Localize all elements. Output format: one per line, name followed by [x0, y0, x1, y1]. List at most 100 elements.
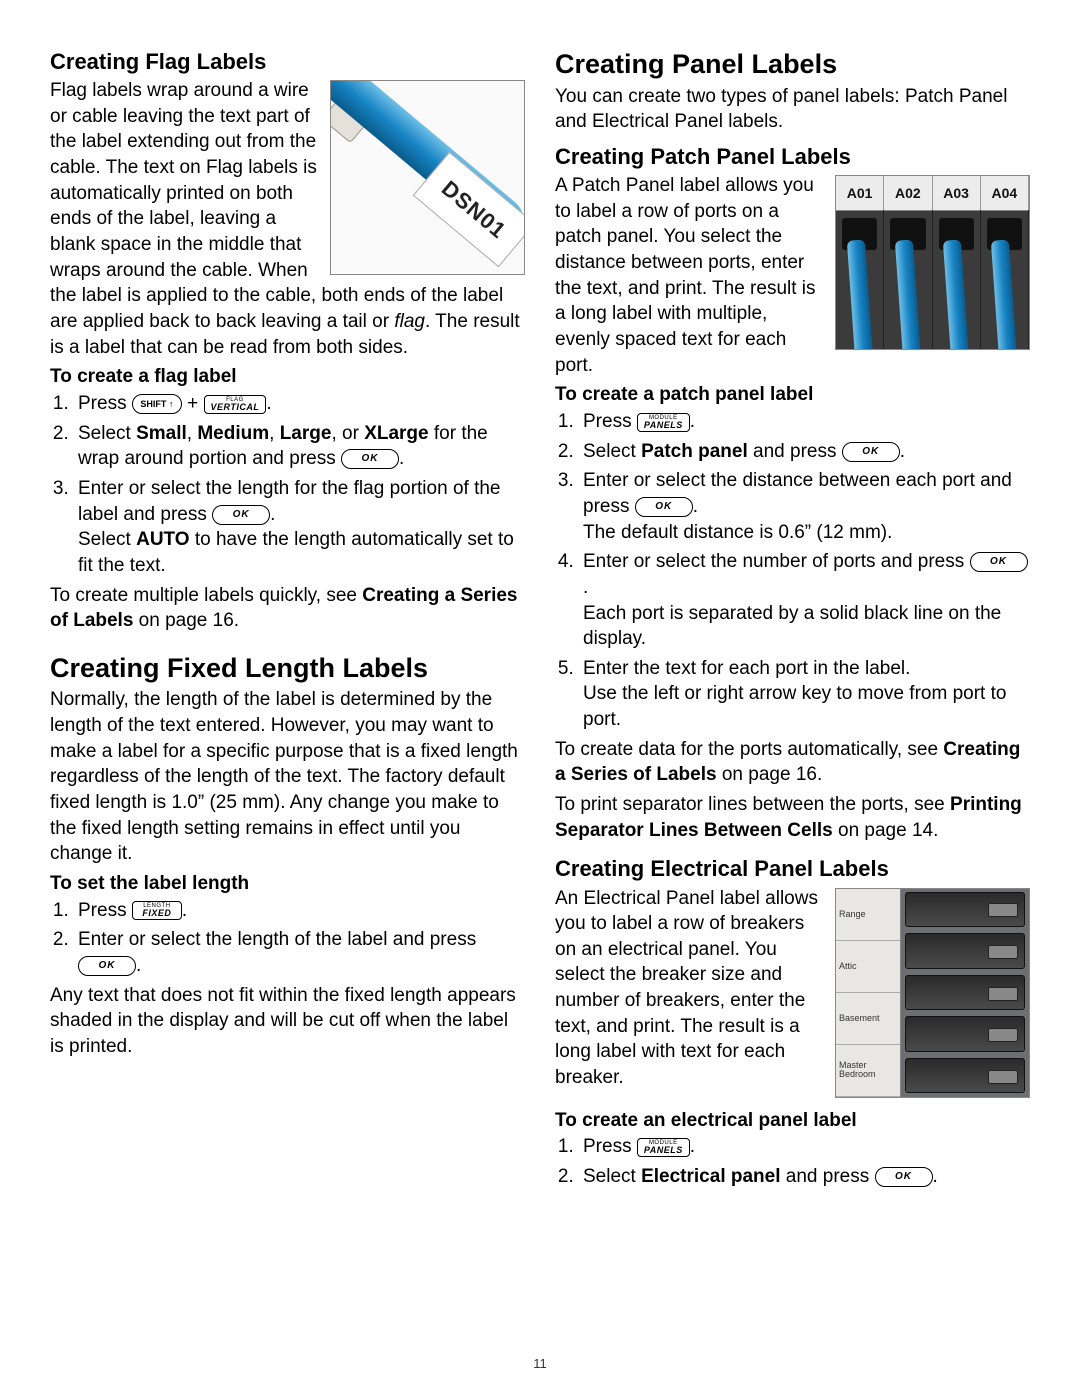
sf1-post: .	[182, 900, 187, 921]
howto-create-patch-panel: To create a patch panel label	[555, 384, 1030, 407]
key-ok: OK	[842, 442, 900, 462]
page-number: 11	[0, 1356, 1080, 1371]
patch-note-1: To create data for the ports automatical…	[555, 737, 1030, 788]
pn2-post: on page 14.	[833, 820, 939, 841]
sp1-pre: Press	[583, 411, 637, 432]
step-elec-2: Select Electrical panel and press OK.	[579, 1164, 1030, 1190]
se1-pre: Press	[583, 1136, 637, 1157]
sp5-a: Enter the text for each port in the labe…	[583, 658, 910, 679]
howto-create-electrical-panel: To create an electrical panel label	[555, 1110, 1030, 1133]
s3-c-pre: Select	[78, 529, 136, 550]
key-ok: OK	[78, 956, 136, 976]
electrical-panel-block: Range Attic Basement Master Bedroom An E…	[555, 886, 1030, 1104]
breaker-label: Attic	[836, 941, 900, 993]
se2-bold: Electrical panel	[641, 1166, 780, 1187]
sp4-a: Enter or select the number of ports and …	[583, 551, 970, 572]
fixed-length-note: Any text that does not fit within the fi…	[50, 983, 525, 1060]
figure-electrical-panel: Range Attic Basement Master Bedroom	[835, 888, 1030, 1098]
sp5-b: Use the left or right arrow key to move …	[583, 683, 1006, 730]
step-fixed-2: Enter or select the length of the label …	[74, 927, 525, 978]
step-flag-3: Enter or select the length for the flag …	[74, 476, 525, 579]
sf1-pre: Press	[78, 900, 132, 921]
steps-electrical-panel: Press MODULE PANELS . Select Electrical …	[555, 1134, 1030, 1189]
step-flag-1: Press SHIFT + FLAG VERTICAL .	[74, 391, 525, 417]
key-ok: OK	[341, 449, 399, 469]
fixed-length-intro: Normally, the length of the label is det…	[50, 687, 525, 866]
key-ok: OK	[635, 497, 693, 517]
sp2-post: .	[900, 441, 905, 462]
step-flag-1-plus: +	[187, 393, 203, 414]
se2-mid: and press	[781, 1166, 875, 1187]
flag-multi-post: on page 16.	[133, 610, 239, 631]
step-fixed-1: Press LENGTH FIXED .	[74, 898, 525, 924]
heading-electrical-panel: Creating Electrical Panel Labels	[555, 857, 1030, 881]
flag-labels-block: DSN01 Flag labels wrap around a wire or …	[50, 78, 525, 360]
sp4-c: Each port is separated by a solid black …	[583, 603, 1001, 650]
flag-intro-em: flag	[394, 311, 425, 332]
sp4-b: .	[583, 577, 588, 598]
key-panels: MODULE PANELS	[637, 1138, 690, 1157]
key-ok: OK	[970, 552, 1028, 572]
sp2-pre: Select	[583, 441, 641, 462]
step-flag-2: Select Small, Medium, Large, or XLarge f…	[74, 421, 525, 472]
breaker-label: Basement	[836, 993, 900, 1045]
step-flag-1-pre: Press	[78, 393, 132, 414]
flag-multi-pre: To create multiple labels quickly, see	[50, 585, 362, 606]
se1-post: .	[690, 1136, 695, 1157]
right-column: Creating Panel Labels You can create two…	[555, 50, 1030, 1194]
key-panels-bot: PANELS	[644, 1146, 683, 1156]
sp3-c: The default distance is 0.6” (12 mm).	[583, 522, 892, 543]
key-panels-bot: PANELS	[644, 421, 683, 431]
s2-small: Small	[136, 423, 187, 444]
key-shift: SHIFT	[132, 394, 182, 414]
heading-patch-panel: Creating Patch Panel Labels	[555, 145, 1030, 169]
sp2-bold: Patch panel	[641, 441, 748, 462]
heading-panel-labels: Creating Panel Labels	[555, 50, 1030, 80]
howto-create-flag-label: To create a flag label	[50, 366, 525, 389]
step-flag-1-post: .	[266, 393, 271, 414]
manual-page: Creating Flag Labels DSN01 Flag labels w…	[0, 0, 1080, 1397]
patch-panel-block: A01 A02 A03 A04 A Patch Panel label allo…	[555, 173, 1030, 378]
patch-note-2: To print separator lines between the por…	[555, 792, 1030, 843]
sp3-b: .	[693, 496, 698, 517]
key-flag-vertical: FLAG VERTICAL	[204, 395, 267, 414]
heading-fixed-length: Creating Fixed Length Labels	[50, 654, 525, 684]
figure-flag-label-text: DSN01	[437, 175, 512, 244]
breaker-label: Range	[836, 889, 900, 941]
patch-port-label: A01	[836, 176, 884, 210]
s2-c2: ,	[269, 423, 280, 444]
step-patch-3: Enter or select the distance between eac…	[579, 468, 1030, 545]
step-patch-2: Select Patch panel and press OK.	[579, 439, 1030, 465]
key-panels: MODULE PANELS	[637, 413, 690, 432]
s2-c1: ,	[187, 423, 198, 444]
s3-b: .	[270, 504, 275, 525]
step-patch-5: Enter the text for each port in the labe…	[579, 656, 1030, 733]
step-patch-4: Enter or select the number of ports and …	[579, 549, 1030, 652]
s2-medium: Medium	[197, 423, 269, 444]
s2-xlarge: XLarge	[364, 423, 428, 444]
pn1-pre: To create data for the ports automatical…	[555, 739, 943, 760]
pn1-post: on page 16.	[717, 764, 823, 785]
key-ok: OK	[212, 505, 270, 525]
s3-a: Enter or select the length for the flag …	[78, 478, 500, 525]
howto-set-label-length: To set the label length	[50, 873, 525, 896]
two-column-layout: Creating Flag Labels DSN01 Flag labels w…	[50, 50, 1030, 1194]
s2-pre: Select	[78, 423, 136, 444]
s3-c-auto: AUTO	[136, 529, 189, 550]
s2-post: .	[399, 448, 404, 469]
sp2-mid: and press	[748, 441, 842, 462]
steps-flag-label: Press SHIFT + FLAG VERTICAL . Select Sma…	[50, 391, 525, 578]
sp1-post: .	[690, 411, 695, 432]
left-column: Creating Flag Labels DSN01 Flag labels w…	[50, 50, 525, 1194]
se2-post: .	[933, 1166, 938, 1187]
flag-multi-note: To create multiple labels quickly, see C…	[50, 583, 525, 634]
sf2-b: .	[136, 955, 141, 976]
patch-port-label: A03	[933, 176, 981, 210]
figure-flag-label: DSN01	[330, 80, 525, 275]
steps-patch-panel: Press MODULE PANELS . Select Patch panel…	[555, 409, 1030, 733]
key-fixed: LENGTH FIXED	[132, 901, 182, 920]
key-fixed-bot: FIXED	[139, 909, 175, 919]
sf2-a: Enter or select the length of the label …	[78, 929, 476, 950]
figure-patch-panel: A01 A02 A03 A04	[835, 175, 1030, 350]
step-patch-1: Press MODULE PANELS .	[579, 409, 1030, 435]
